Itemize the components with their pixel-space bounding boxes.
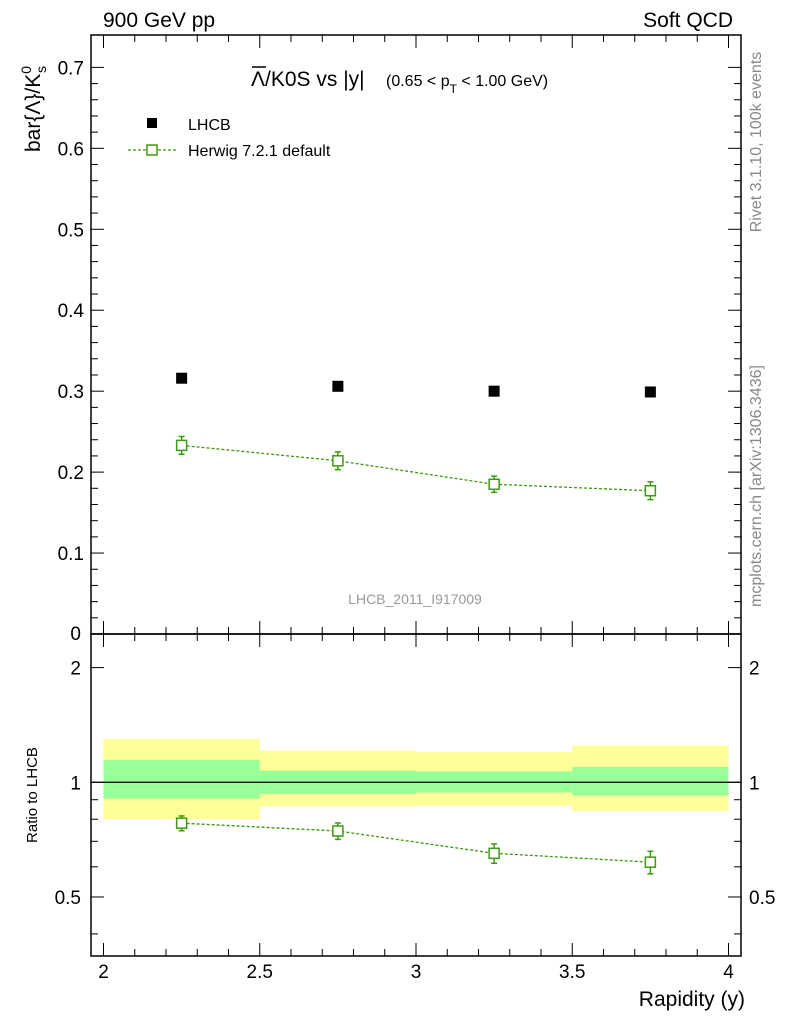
svg-text:bar{Λ}/K0s: bar{Λ}/K0s bbox=[18, 66, 49, 152]
y-tick-label-main: 0.1 bbox=[58, 544, 84, 565]
band-inner bbox=[103, 759, 260, 799]
y-tick-label-main: 0.3 bbox=[58, 382, 84, 403]
title-cut: (0.65 < pT < 1.00 GeV) bbox=[386, 73, 548, 96]
y-axis-label-main: bar{Λ}/K0s bbox=[18, 66, 49, 152]
y-tick-label-main: 0.5 bbox=[58, 220, 84, 241]
x-axis-label: Rapidity (y) bbox=[639, 988, 745, 1011]
y-tick-label-ratio-right: 1 bbox=[749, 773, 760, 794]
band-inner bbox=[572, 766, 729, 796]
x-tick-label: 2.5 bbox=[247, 962, 273, 983]
ratio-mc-point bbox=[175, 817, 188, 829]
mc-point bbox=[644, 484, 657, 497]
y-tick-label-main: 0.7 bbox=[58, 58, 84, 79]
mc-point bbox=[332, 455, 344, 467]
ratio-mc-line bbox=[181, 822, 651, 863]
data-point-lhcb bbox=[644, 386, 656, 398]
legend: LHCB Herwig 7.2.1 default bbox=[128, 117, 331, 160]
plot-title: Λ/K0S vs |y| (0.65 < pT < 1.00 GeV) bbox=[251, 66, 548, 96]
data-marks bbox=[175, 372, 657, 875]
x-tick-label: 2 bbox=[98, 962, 109, 983]
source-url: mcplots.cern.ch [arXiv:1306.3436] bbox=[748, 365, 765, 607]
plot-frames: 0.1 0.2 0.3 0.4 0.5 0.6 0.7 0 2 2.5 3 3.5 4 0.5 0.5 1 1 2… bbox=[55, 34, 775, 983]
y-tick-label-ratio-right: 2 bbox=[749, 659, 760, 680]
data-point-lhcb bbox=[488, 385, 500, 397]
ratio-data-bands bbox=[91, 738, 741, 820]
ratio-mc-point bbox=[488, 847, 500, 860]
ratio-mc-point bbox=[644, 856, 657, 868]
header-right: Soft QCD bbox=[643, 9, 733, 32]
analysis-watermark: LHCB_2011_I917009 bbox=[348, 591, 482, 607]
legend-label-data: LHCB bbox=[188, 117, 231, 134]
y-tick-label-ratio-left: 2 bbox=[70, 659, 81, 680]
legend-marker-data bbox=[147, 118, 157, 128]
data-point-lhcb bbox=[332, 380, 344, 392]
mc-point bbox=[175, 439, 188, 452]
mc-line bbox=[181, 444, 651, 492]
header-left: 900 GeV pp bbox=[103, 9, 215, 32]
y-tick-label-ratio-left: 1 bbox=[70, 773, 81, 794]
x-tick-label: 4 bbox=[723, 962, 734, 983]
mc-point bbox=[488, 478, 500, 490]
y-axis-label-ratio: Ratio to LHCB bbox=[24, 747, 41, 843]
legend-label-mc: Herwig 7.2.1 default bbox=[188, 143, 331, 160]
ratio-mc-point bbox=[332, 825, 344, 837]
y-tick-label-zero: 0 bbox=[70, 624, 81, 645]
legend-marker-mc bbox=[146, 144, 158, 156]
rivet-info: Rivet 3.1.10, 100k events bbox=[748, 52, 765, 233]
title-main: Λ/K0S vs |y| bbox=[251, 68, 365, 91]
y-tick-label-main: 0.6 bbox=[58, 139, 84, 160]
y-tick-label-main: 0.4 bbox=[58, 301, 85, 322]
x-tick-label: 3 bbox=[411, 962, 422, 983]
y-tick-label-ratio-right: 0.5 bbox=[749, 888, 775, 909]
data-point-lhcb bbox=[176, 372, 188, 384]
y-tick-label-main: 0.2 bbox=[58, 463, 84, 484]
y-tick-label-ratio-left: 0.5 bbox=[55, 888, 81, 909]
x-tick-label: 3.5 bbox=[559, 962, 585, 983]
